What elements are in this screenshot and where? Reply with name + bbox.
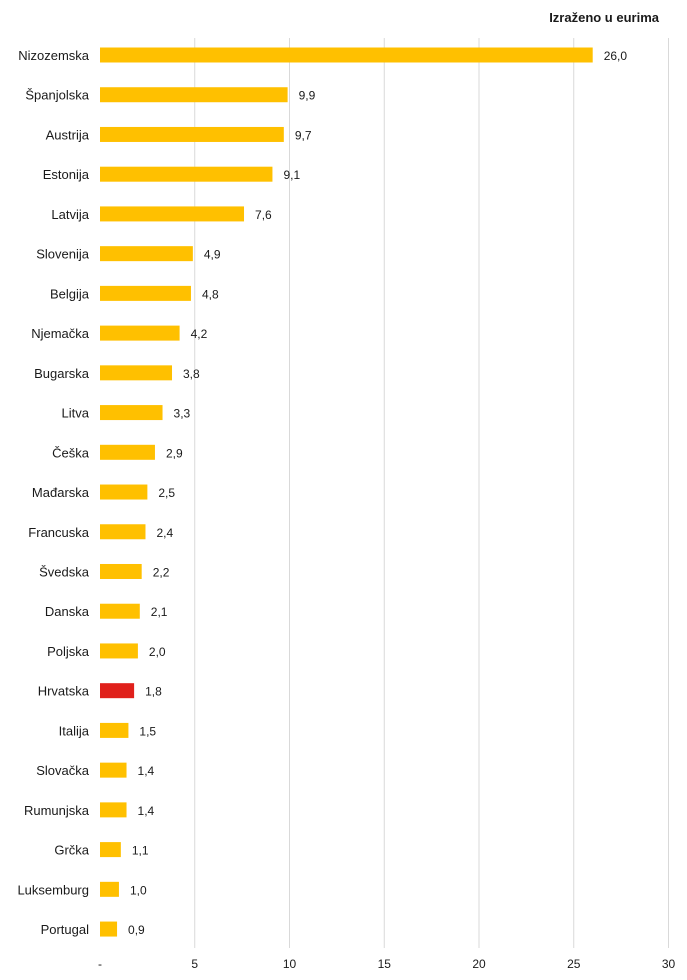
value-label: 1,8 [145, 685, 162, 699]
bar-latvija [100, 206, 245, 222]
x-tick-label: 5 [191, 957, 198, 971]
bar-bugarska [100, 365, 173, 381]
category-label: Danska [45, 604, 90, 619]
category-label: Italija [59, 723, 90, 738]
category-label: Portugal [41, 922, 90, 937]
category-label: Poljska [47, 644, 90, 659]
bar-hrvatska [100, 683, 135, 699]
category-label: Latvija [51, 207, 89, 222]
value-label: 2,5 [158, 486, 175, 500]
value-label: 7,6 [255, 208, 272, 222]
bar-portugal [100, 921, 118, 937]
value-label: 2,4 [156, 526, 173, 540]
value-label: 2,1 [151, 605, 168, 619]
category-label: Nizozemska [18, 48, 90, 63]
bar-francuska [100, 524, 146, 540]
category-label: Belgija [50, 286, 90, 301]
value-label: 1,5 [139, 724, 156, 738]
value-label: 3,3 [174, 407, 191, 421]
x-tick-label: 30 [662, 957, 676, 971]
value-label: 9,7 [295, 128, 312, 142]
category-label: Češka [52, 445, 90, 460]
category-label: Luksemburg [17, 882, 89, 897]
x-tick-label: 20 [472, 957, 486, 971]
bar-španjolska [100, 87, 288, 103]
bar-luksemburg [100, 881, 119, 897]
category-label: Bugarska [34, 366, 90, 381]
bar-litva [100, 405, 163, 421]
bar-poljska [100, 643, 138, 659]
bar-nizozemska [100, 47, 593, 63]
value-label: 9,1 [283, 168, 300, 182]
value-label: 4,9 [204, 248, 221, 262]
x-tick-label: 25 [567, 957, 581, 971]
bar-estonija [100, 166, 273, 182]
bar-belgija [100, 285, 191, 301]
bar-švedska [100, 563, 142, 579]
category-label: Litva [62, 406, 90, 421]
category-label: Mađarska [32, 485, 90, 500]
value-label: 2,9 [166, 446, 183, 460]
x-tick-label: 15 [378, 957, 392, 971]
bar-mađarska [100, 484, 148, 500]
value-label: 2,2 [153, 565, 170, 579]
category-label: Švedska [39, 564, 90, 579]
category-label: Estonija [43, 167, 90, 182]
category-label: Rumunjska [24, 803, 90, 818]
unit-note: Izraženo u eurima [549, 10, 659, 25]
bar-italija [100, 722, 129, 738]
bar-grčka [100, 842, 121, 858]
value-label: 3,8 [183, 367, 200, 381]
value-label: 1,4 [138, 804, 155, 818]
value-label: 4,2 [191, 327, 208, 341]
value-label: 4,8 [202, 287, 219, 301]
category-label: Austrija [46, 127, 90, 142]
value-label: 1,1 [132, 844, 149, 858]
category-label: Grčka [54, 843, 89, 858]
value-label: 26,0 [604, 49, 628, 63]
bar-češka [100, 444, 155, 460]
bar-njemačka [100, 325, 180, 341]
category-label: Njemačka [31, 326, 90, 341]
category-label: Španjolska [25, 88, 89, 103]
value-label: 1,4 [138, 764, 155, 778]
value-label: 9,9 [299, 89, 316, 103]
category-label: Hrvatska [38, 684, 90, 699]
bar-slovenija [100, 246, 193, 262]
value-label: 0,9 [128, 923, 145, 937]
bar-austrija [100, 126, 284, 142]
bar-slovačka [100, 762, 127, 778]
category-label: Francuska [28, 525, 89, 540]
category-label: Slovačka [36, 763, 90, 778]
value-label: 1,0 [130, 883, 147, 897]
x-tick-label: 10 [283, 957, 297, 971]
value-label: 2,0 [149, 645, 166, 659]
bar-danska [100, 603, 140, 619]
bar-rumunjska [100, 802, 127, 818]
x-tick-label: - [98, 957, 102, 971]
category-label: Slovenija [36, 247, 90, 262]
